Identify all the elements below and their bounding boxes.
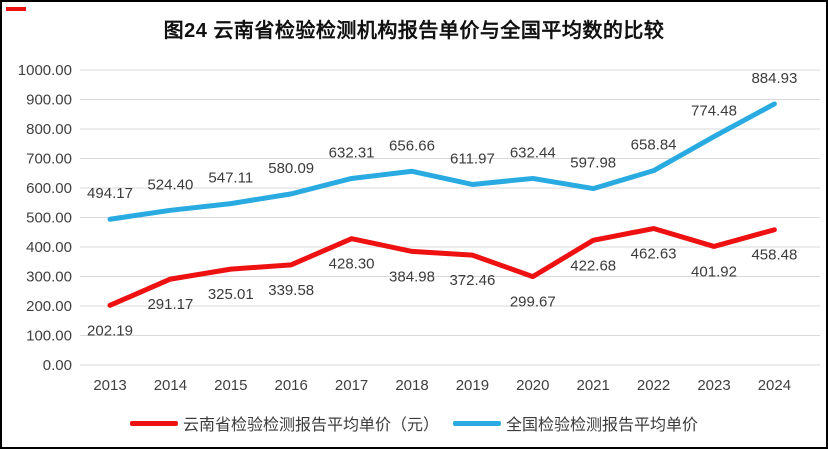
y-tick-label: 700.00: [26, 151, 72, 168]
data-label-national: 494.17: [87, 185, 133, 202]
data-label-national: 632.31: [329, 144, 375, 161]
corner-red-mark: [6, 7, 26, 11]
data-label-yunnan: 428.30: [329, 256, 375, 273]
data-label-yunnan: 462.63: [631, 246, 677, 263]
data-label-national: 774.48: [691, 103, 737, 120]
legend-swatch-yunnan-line: [129, 420, 178, 426]
series-line-national[interactable]: [107, 101, 777, 222]
y-tick-label: 0.00: [43, 357, 72, 374]
data-label-national: 658.84: [631, 137, 677, 154]
data-label-yunnan: 372.46: [449, 272, 495, 289]
x-tick-label: 2017: [335, 377, 368, 394]
x-tick-label: 2023: [697, 377, 730, 394]
legend-item-national[interactable]: 全国检验检测报告平均单价: [453, 411, 698, 435]
x-tick-label: 2021: [577, 377, 610, 394]
data-label-national: 580.09: [268, 160, 314, 177]
data-label-national: 597.98: [570, 155, 616, 172]
y-tick-label: 400.00: [26, 239, 72, 256]
series-line-yunnan[interactable]: [107, 226, 777, 308]
x-tick-label: 2016: [275, 377, 308, 394]
data-label-yunnan: 299.67: [510, 294, 556, 311]
data-label-national: 884.93: [751, 70, 797, 87]
y-tick-label: 200.00: [26, 298, 72, 315]
data-label-yunnan: 202.19: [87, 322, 133, 339]
y-tick-label: 800.00: [26, 121, 72, 138]
legend: 云南省检验检测报告平均单价（元） 全国检验检测报告平均单价: [2, 411, 826, 435]
x-tick-label: 2024: [758, 377, 791, 394]
data-label-yunnan: 384.98: [389, 268, 435, 285]
data-label-yunnan: 458.48: [751, 247, 797, 264]
y-tick-label: 500.00: [26, 210, 72, 227]
x-tick-label: 2014: [154, 377, 187, 394]
data-label-yunnan: 291.17: [147, 296, 193, 313]
y-tick-label: 600.00: [26, 180, 72, 197]
chart-title: 图24 云南省检验检测机构报告单价与全国平均数的比较: [163, 20, 665, 42]
y-tick-label: 1000.00: [18, 62, 72, 79]
x-tick-label: 2022: [637, 377, 670, 394]
x-tick-label: 2018: [395, 377, 428, 394]
x-tick-label: 2013: [93, 377, 126, 394]
data-label-national: 547.11: [208, 170, 253, 187]
data-label-national: 632.44: [510, 144, 556, 161]
legend-swatch-national-line: [453, 420, 501, 426]
x-tick-label: 2019: [456, 377, 489, 394]
data-label-national: 656.66: [389, 137, 435, 154]
data-label-yunnan: 339.58: [268, 282, 314, 299]
x-tick-label: 2020: [516, 377, 549, 394]
y-tick-label: 100.00: [26, 328, 72, 345]
data-label-yunnan: 325.01: [208, 286, 254, 303]
data-label-yunnan: 401.92: [691, 263, 737, 280]
data-label-national: 611.97: [450, 150, 495, 167]
data-label-yunnan: 422.68: [570, 257, 616, 274]
legend-label-national: 全国检验检测报告平均单价: [506, 417, 699, 434]
legend-label-yunnan: 云南省检验检测报告平均单价（元）: [182, 417, 439, 434]
y-tick-label: 900.00: [26, 92, 72, 109]
data-label-national: 524.40: [147, 176, 193, 193]
x-tick-label: 2015: [214, 377, 247, 394]
legend-item-yunnan[interactable]: 云南省检验检测报告平均单价（元）: [129, 411, 439, 435]
y-tick-label: 300.00: [26, 269, 72, 286]
